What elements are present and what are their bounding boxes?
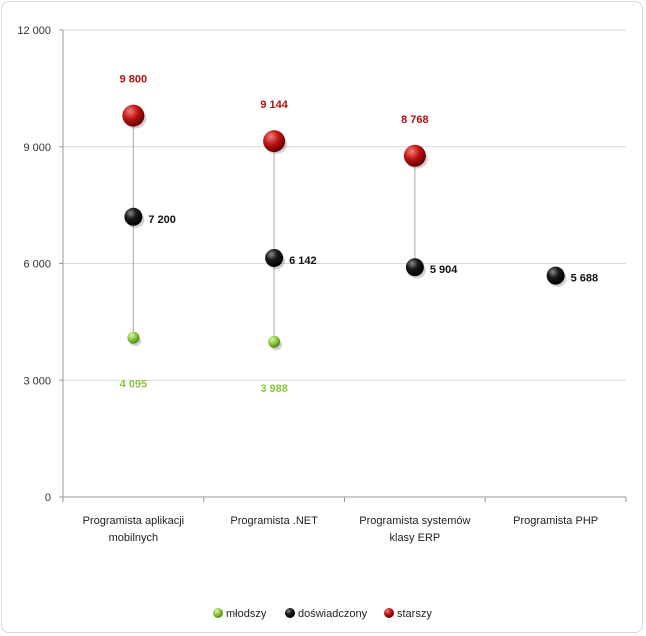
legend-marker bbox=[285, 608, 295, 618]
legend: młodszy doświadczony starszy bbox=[213, 608, 432, 620]
data-point-doswiadczony bbox=[124, 207, 143, 226]
legend-label: młodszy bbox=[226, 608, 267, 620]
x-category-label: Programista aplikacji mobilnych bbox=[83, 515, 184, 544]
data-point-doswiadczony bbox=[265, 248, 284, 267]
data-point-starszy bbox=[403, 144, 426, 167]
x-axis-category-labels: Programista aplikacji mobilnych Programist… bbox=[83, 515, 598, 544]
data-points bbox=[122, 104, 567, 351]
data-point-starszy bbox=[263, 130, 286, 153]
y-tick-label: 3 000 bbox=[23, 375, 51, 387]
data-label: 5 904 bbox=[430, 264, 458, 276]
x-category-label: Programista systemów klasy ERP bbox=[359, 515, 470, 544]
legend-label: starszy bbox=[397, 608, 432, 620]
x-category-label: Programista PHP bbox=[513, 515, 598, 527]
data-label: 8 768 bbox=[401, 114, 429, 126]
data-point-starszy bbox=[122, 104, 145, 127]
data-label: 9 800 bbox=[120, 74, 148, 86]
legend-label: doświadczony bbox=[298, 608, 368, 620]
range-connectors bbox=[132, 115, 416, 342]
data-label: 4 095 bbox=[120, 379, 148, 391]
y-tick-label: 9 000 bbox=[23, 142, 51, 154]
x-category-label: Programista .NET bbox=[230, 515, 318, 527]
y-tick-label: 6 000 bbox=[23, 259, 51, 271]
legend-marker bbox=[213, 608, 223, 618]
axes bbox=[59, 29, 627, 502]
y-axis-tick-labels: 0 3 000 6 000 9 000 12 000 bbox=[17, 25, 51, 504]
data-label: 5 688 bbox=[571, 273, 599, 285]
legend-marker bbox=[384, 608, 394, 618]
data-label: 9 144 bbox=[260, 99, 288, 111]
gridlines bbox=[63, 29, 626, 381]
data-point-doswiadczony bbox=[405, 258, 424, 277]
data-point-doswiadczony bbox=[546, 266, 565, 285]
data-label: 7 200 bbox=[148, 214, 176, 226]
data-label: 6 142 bbox=[289, 255, 317, 267]
data-point-mlodszy bbox=[268, 335, 281, 348]
data-label: 3 988 bbox=[260, 383, 288, 395]
data-labels: 4 095 3 988 7 200 6 142 5 904 5 688 9 800 9 144… bbox=[120, 74, 599, 395]
y-tick-label: 0 bbox=[45, 492, 51, 504]
y-tick-label: 12 000 bbox=[17, 25, 51, 37]
data-point-mlodszy bbox=[127, 331, 140, 344]
